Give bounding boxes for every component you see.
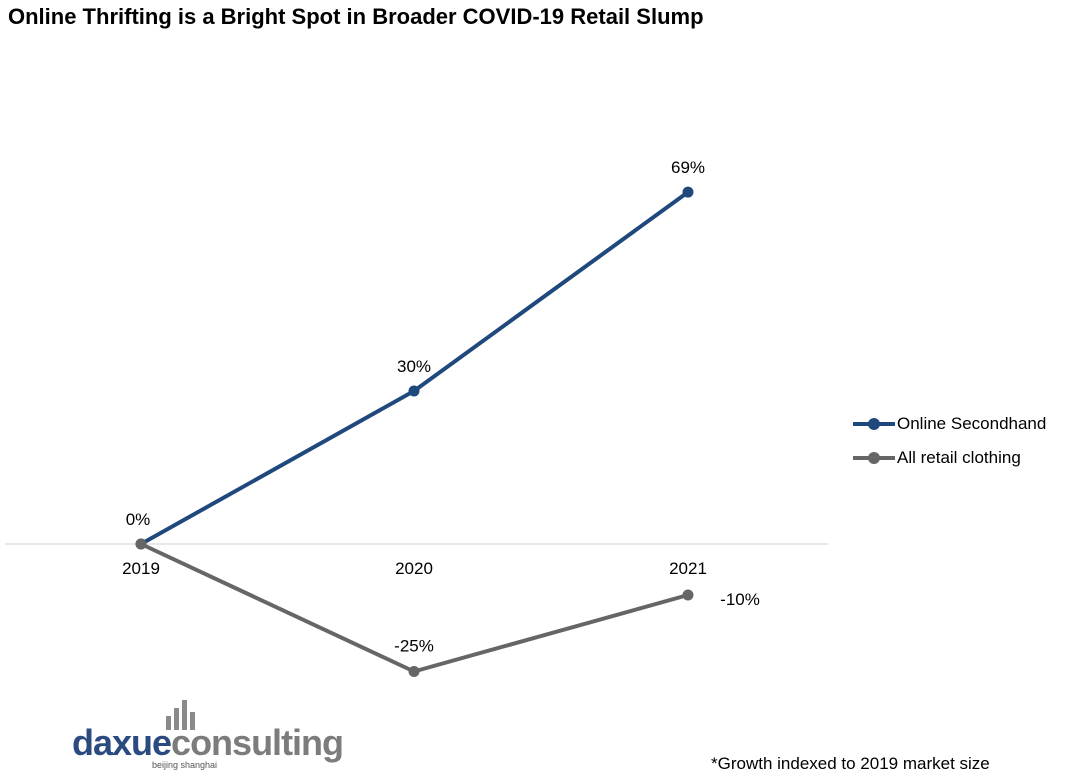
chart-title: Online Thrifting is a Bright Spot in Bro… xyxy=(8,4,704,29)
data-label-online-secondhand-2020: 30% xyxy=(397,357,431,376)
data-point-online-secondhand-2020 xyxy=(408,385,420,397)
data-point-all-retail-clothing-2020 xyxy=(408,666,420,677)
legend-label-online-secondhand: Online Secondhand xyxy=(897,414,1047,433)
x-tick-label-2019: 2019 xyxy=(122,559,160,578)
logo-tagline: beijing shanghai xyxy=(152,760,218,770)
x-tick-label-2021: 2021 xyxy=(669,559,707,578)
legend-item-online-secondhand: Online Secondhand xyxy=(853,407,1046,441)
logo-bars-icon xyxy=(166,700,206,730)
data-label-all-retail-clothing-2020: -25% xyxy=(394,637,434,656)
legend-marker-online-secondhand xyxy=(853,417,895,431)
x-tick-label-2020: 2020 xyxy=(395,559,433,578)
data-point-all-retail-clothing-2019 xyxy=(135,538,147,550)
data-label-all-retail-clothing-2021: -10% xyxy=(720,590,760,609)
data-label-online-secondhand-2019: 0% xyxy=(126,510,151,529)
data-label-online-secondhand-2021: 69% xyxy=(671,158,705,177)
data-point-online-secondhand-2021 xyxy=(682,186,694,198)
data-point-all-retail-clothing-2021 xyxy=(682,589,694,601)
legend-marker-all-retail-clothing xyxy=(853,451,895,465)
footnote: *Growth indexed to 2019 market size xyxy=(711,754,990,773)
logo-wordmark: daxueconsulting xyxy=(72,722,344,763)
legend: Online Secondhand All retail clothing xyxy=(853,407,1046,475)
legend-item-all-retail-clothing: All retail clothing xyxy=(853,441,1046,475)
legend-label-all-retail-clothing: All retail clothing xyxy=(897,448,1021,467)
